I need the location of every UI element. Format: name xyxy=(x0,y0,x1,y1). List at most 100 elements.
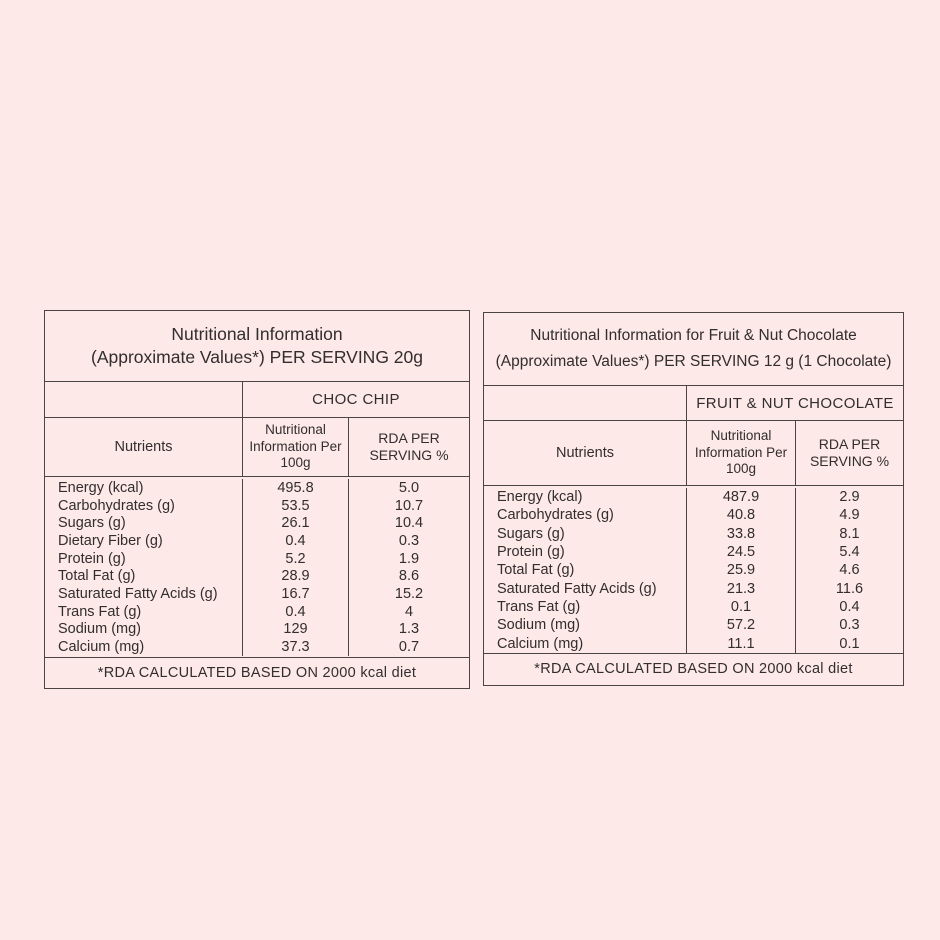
table-title-line1: Nutritional Information xyxy=(171,324,343,344)
header-nutrients: Nutrients xyxy=(484,421,687,485)
rda-value: 0.1 xyxy=(839,635,860,652)
table-row: Sugars (g) 26.1 10.4 xyxy=(45,514,469,533)
table-row: Sodium (mg) 57.2 0.3 xyxy=(484,616,903,635)
table-row: Protein (g) 5.2 1.9 xyxy=(45,549,469,568)
empty-cell xyxy=(45,382,243,417)
nutrient-label: Sugars (g) xyxy=(484,524,687,543)
header-per-100g: Nutritional Information Per 100g xyxy=(687,421,796,485)
per-100g-value: 28.9 xyxy=(243,567,349,586)
rda-value: 8.1 xyxy=(839,525,860,542)
table-row: Saturated Fatty Acids (g) 21.3 11.6 xyxy=(484,579,903,598)
table-row: Dietary Fiber (g) 0.4 0.3 xyxy=(45,532,469,550)
nutrient-label: Sugars (g) xyxy=(45,514,243,533)
table-row: Saturated Fatty Acids (g) 16.7 15.2 xyxy=(45,585,469,603)
table-row: Calcium (mg) 11.1 0.1 xyxy=(484,634,903,653)
table-row: Energy (kcal) 495.8 5.0 xyxy=(45,479,469,497)
nutrient-label: Calcium (mg) xyxy=(484,634,687,653)
table-row: Sodium (mg) 129 1.3 xyxy=(45,620,469,639)
rda-value: 8.6 xyxy=(398,568,420,585)
rda-value: 4.6 xyxy=(839,562,860,579)
nutrient-label: Energy (kcal) xyxy=(45,479,243,497)
rda-value: 1.9 xyxy=(398,550,420,567)
nutrient-label: Protein (g) xyxy=(45,549,243,568)
rda-value: 5.0 xyxy=(398,479,420,496)
per-100g-value: 5.2 xyxy=(243,549,349,568)
per-100g-value: 0.1 xyxy=(687,597,796,617)
nutrient-label: Carbohydrates (g) xyxy=(484,506,687,525)
rda-value: 4.9 xyxy=(839,507,860,524)
header-rda-per-serving: RDA PER SERVING % xyxy=(809,436,890,469)
per-100g-value: 0.4 xyxy=(243,532,349,550)
rda-footnote: *RDA CALCULATED BASED ON 2000 kcal diet xyxy=(534,661,853,677)
rda-value: 10.7 xyxy=(394,497,424,514)
nutrition-table-choc-chip: Nutritional Information (Approximate Val… xyxy=(44,310,470,689)
table-row: Protein (g) 24.5 5.4 xyxy=(484,542,903,562)
per-100g-value: 495.8 xyxy=(243,479,349,497)
variant-name: CHOC CHIP xyxy=(312,391,400,408)
table-row: Total Fat (g) 25.9 4.6 xyxy=(484,561,903,580)
per-100g-value: 11.1 xyxy=(687,634,796,653)
table-row: Carbohydrates (g) 53.5 10.7 xyxy=(45,496,469,515)
rda-value: 0.3 xyxy=(398,532,420,549)
nutrient-label: Sodium (mg) xyxy=(45,620,243,639)
rda-value: 11.6 xyxy=(835,580,864,597)
nutrient-label: Trans Fat (g) xyxy=(484,597,687,617)
table-row: Carbohydrates (g) 40.8 4.9 xyxy=(484,506,903,525)
per-100g-value: 53.5 xyxy=(243,496,349,515)
nutrient-label: Total Fat (g) xyxy=(484,561,687,580)
header-rda-per-serving: RDA PER SERVING % xyxy=(369,430,449,463)
nutrient-label: Saturated Fatty Acids (g) xyxy=(484,579,687,598)
rda-value: 2.9 xyxy=(839,489,860,506)
variant-row: FRUIT & NUT CHOCOLATE xyxy=(484,386,903,421)
rda-value: 0.4 xyxy=(839,598,860,615)
rda-value: 15.2 xyxy=(394,585,424,602)
empty-cell xyxy=(484,386,687,420)
rda-value: 0.7 xyxy=(398,639,420,656)
nutrient-label: Dietary Fiber (g) xyxy=(45,532,243,550)
variant-name: FRUIT & NUT CHOCOLATE xyxy=(696,394,894,412)
nutrient-label: Energy (kcal) xyxy=(484,488,687,507)
column-header-row: Nutrients Nutritional Information Per 10… xyxy=(45,418,469,477)
table-title-line2: (Approximate Values*) PER SERVING 12 g (… xyxy=(495,353,892,370)
table-row: Sugars (g) 33.8 8.1 xyxy=(484,524,903,543)
table-row: Total Fat (g) 28.9 8.6 xyxy=(45,567,469,586)
table-row: Trans Fat (g) 0.4 4 xyxy=(45,602,469,621)
per-100g-value: 33.8 xyxy=(687,524,796,543)
nutrient-label: Total Fat (g) xyxy=(45,567,243,586)
table-title-line1: Nutritional Information for Fruit & Nut … xyxy=(530,327,857,344)
nutrient-label: Sodium (mg) xyxy=(484,616,687,635)
rda-value: 4 xyxy=(404,603,414,620)
table-row: Trans Fat (g) 0.1 0.4 xyxy=(484,597,903,617)
table-title-line2: (Approximate Values*) PER SERVING 20g xyxy=(91,347,423,367)
nutrition-table-fruit-nut-chocolate: Nutritional Information for Fruit & Nut … xyxy=(483,312,904,686)
rda-value: 5.4 xyxy=(839,544,860,561)
per-100g-value: 57.2 xyxy=(687,616,796,635)
per-100g-value: 37.3 xyxy=(243,638,349,656)
per-100g-value: 0.4 xyxy=(243,602,349,621)
per-100g-value: 40.8 xyxy=(687,506,796,525)
per-100g-value: 26.1 xyxy=(243,514,349,533)
nutrient-label: Saturated Fatty Acids (g) xyxy=(45,585,243,603)
table-title: Nutritional Information (Approximate Val… xyxy=(45,311,469,382)
per-100g-value: 21.3 xyxy=(687,579,796,598)
nutrient-data-section: Energy (kcal) 495.8 5.0 Carbohydrates (g… xyxy=(45,477,469,658)
table-row: Calcium (mg) 37.3 0.7 xyxy=(45,638,469,656)
nutrient-label: Protein (g) xyxy=(484,542,687,562)
per-100g-value: 487.9 xyxy=(687,488,796,507)
per-100g-value: 129 xyxy=(243,620,349,639)
rda-value: 0.3 xyxy=(839,617,860,634)
per-100g-value: 24.5 xyxy=(687,542,796,562)
table-row: Energy (kcal) 487.9 2.9 xyxy=(484,488,903,507)
variant-row: CHOC CHIP xyxy=(45,382,469,418)
header-per-100g: Nutritional Information Per 100g xyxy=(243,418,349,476)
table-title: Nutritional Information for Fruit & Nut … xyxy=(484,313,903,386)
nutrient-label: Carbohydrates (g) xyxy=(45,496,243,515)
rda-value: 10.4 xyxy=(394,515,424,532)
rda-footnote: *RDA CALCULATED BASED ON 2000 kcal diet xyxy=(97,664,417,681)
per-100g-value: 16.7 xyxy=(243,585,349,603)
nutrient-data-section: Energy (kcal) 487.9 2.9 Carbohydrates (g… xyxy=(484,486,903,654)
per-100g-value: 25.9 xyxy=(687,561,796,580)
header-nutrients: Nutrients xyxy=(45,418,243,476)
nutrient-label: Calcium (mg) xyxy=(45,638,243,656)
